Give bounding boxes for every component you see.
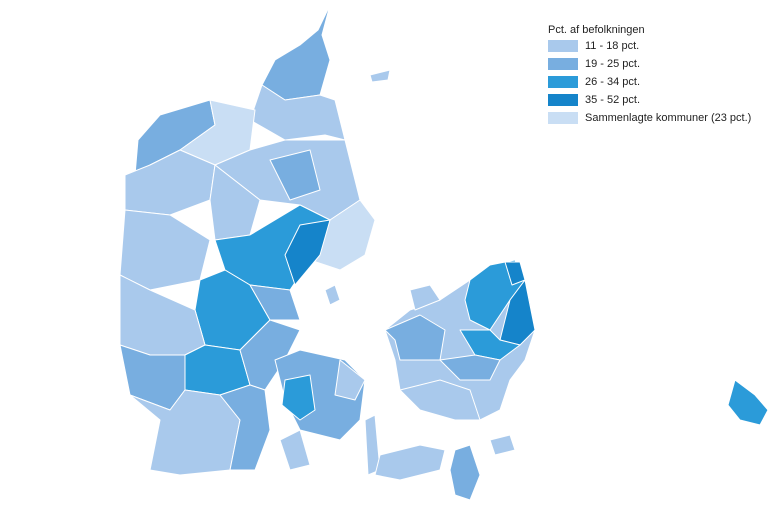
regions bbox=[119, 4, 769, 501]
region bbox=[269, 149, 321, 201]
region bbox=[374, 444, 446, 481]
region bbox=[284, 219, 331, 286]
region bbox=[399, 379, 481, 421]
legend-label: 26 - 34 pct. bbox=[585, 76, 640, 88]
region bbox=[334, 359, 366, 401]
region bbox=[261, 4, 331, 101]
region bbox=[219, 384, 271, 471]
legend-swatch bbox=[548, 40, 578, 52]
region bbox=[281, 374, 316, 421]
legend-swatch bbox=[548, 58, 578, 70]
region bbox=[119, 209, 211, 291]
region bbox=[439, 354, 501, 381]
legend-swatch bbox=[548, 94, 578, 106]
region bbox=[409, 284, 441, 311]
region bbox=[119, 344, 186, 411]
legend-label: 11 - 18 pct. bbox=[585, 40, 639, 52]
legend-label: 35 - 52 pct. bbox=[585, 94, 640, 106]
region bbox=[489, 434, 516, 456]
region bbox=[324, 284, 341, 306]
legend-label: Sammenlagte kommuner (23 pct.) bbox=[585, 112, 751, 124]
legend-swatch bbox=[548, 76, 578, 88]
region bbox=[249, 284, 301, 321]
region bbox=[727, 379, 769, 426]
region bbox=[369, 69, 391, 83]
legend-swatch bbox=[548, 112, 578, 124]
region bbox=[449, 444, 481, 501]
region bbox=[129, 389, 241, 476]
legend-title: Pct. af befolkningen bbox=[548, 24, 645, 36]
region bbox=[279, 429, 311, 471]
legend-label: 19 - 25 pct. bbox=[585, 58, 640, 70]
legend: Pct. af befolkningen 11 - 18 pct. 19 - 25… bbox=[548, 24, 751, 124]
region bbox=[499, 279, 536, 346]
